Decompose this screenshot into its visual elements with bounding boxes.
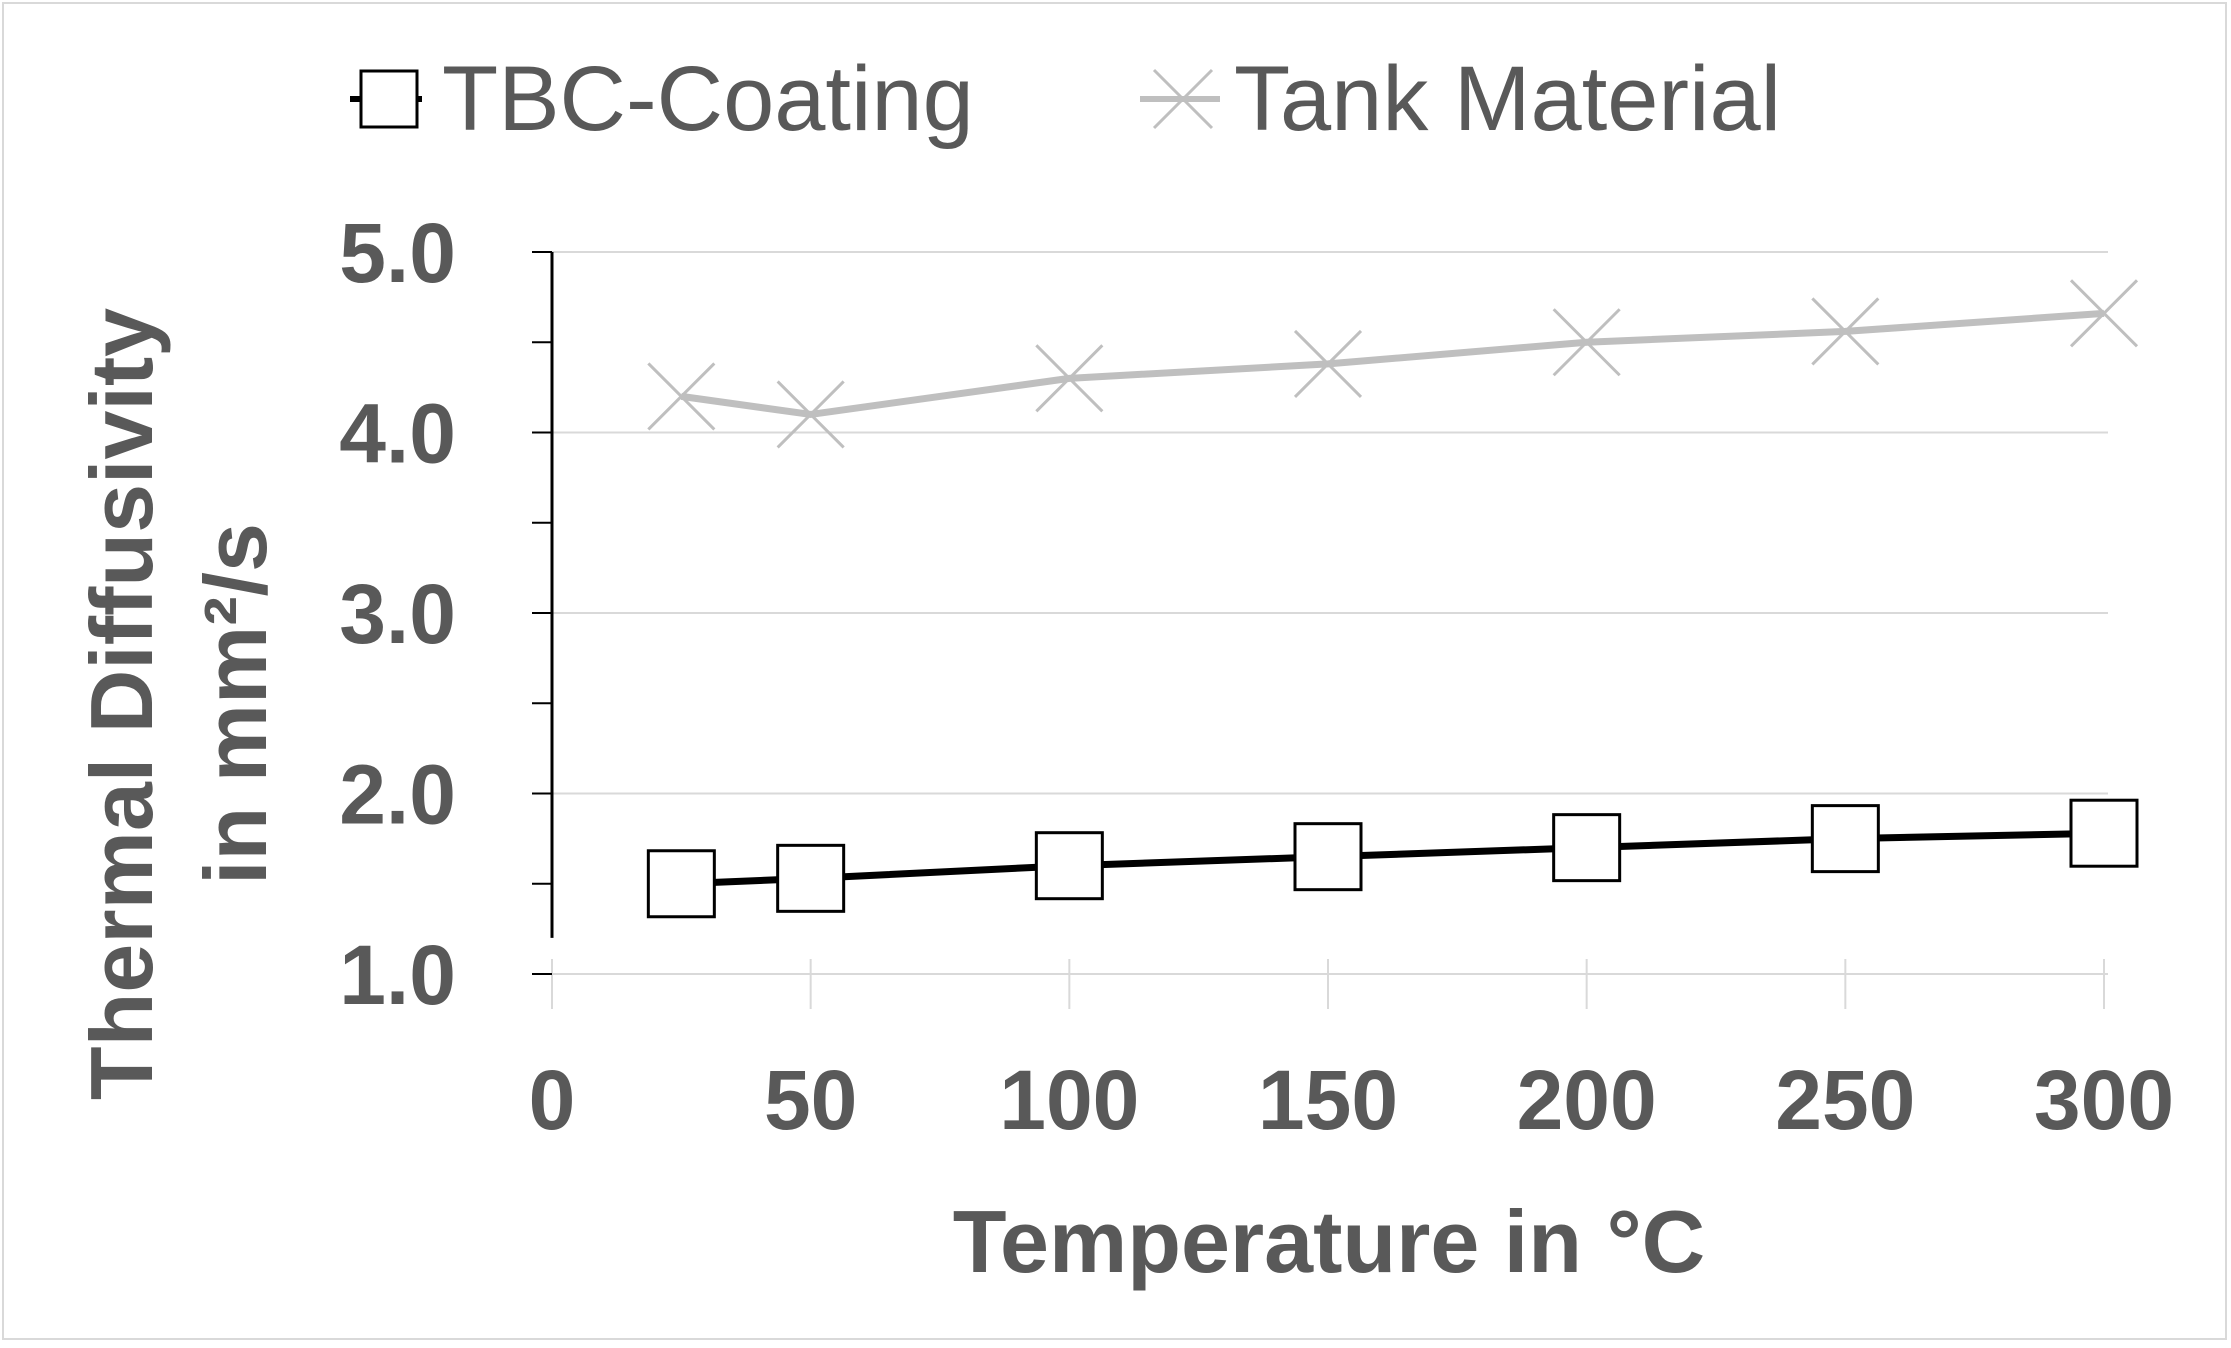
y-axis-title: Thermal Diffusivity in mm²/s bbox=[72, 308, 285, 1100]
legend-square-marker-icon bbox=[359, 69, 419, 129]
x-axis-title: Temperature in °C bbox=[953, 1192, 1705, 1291]
data-point-square bbox=[1810, 804, 1880, 874]
legend-item-tank-material: Tank Material bbox=[1140, 48, 1781, 150]
y-tick-label: 4.0 bbox=[339, 387, 456, 481]
gridlines bbox=[551, 251, 2108, 1009]
y-tick-label: 5.0 bbox=[339, 206, 456, 300]
data-point-x bbox=[776, 380, 845, 449]
y-tick-label: 3.0 bbox=[339, 567, 456, 661]
data-point-square bbox=[776, 843, 846, 913]
y-axis-title-line1: Thermal Diffusivity bbox=[72, 308, 171, 1100]
x-tick-label: 250 bbox=[1775, 1053, 1915, 1147]
x-tick-label: 100 bbox=[999, 1053, 1139, 1147]
x-tick-label: 200 bbox=[1517, 1053, 1657, 1147]
x-tick-label: 300 bbox=[2034, 1053, 2174, 1147]
tick-labels: 1.0 2.0 3.0 4.0 5.0 0 50 100 150 200 250 300 bbox=[339, 206, 2174, 1147]
data-point-square bbox=[1293, 822, 1363, 892]
line-chart: 1.0 2.0 3.0 4.0 5.0 0 50 100 150 200 250 300 Temper… bbox=[72, 48, 2174, 1291]
data-point-x bbox=[1035, 344, 1104, 413]
series-layer bbox=[646, 279, 2139, 919]
data-point-square bbox=[1552, 813, 1622, 883]
x-tick-label: 0 bbox=[529, 1053, 576, 1147]
series-line-0 bbox=[681, 829, 2105, 888]
data-point-x bbox=[2069, 279, 2139, 348]
y-tick-label: 1.0 bbox=[339, 928, 456, 1022]
legend: TBC-Coating Tank Material bbox=[350, 48, 1781, 150]
legend-label-tank: Tank Material bbox=[1234, 48, 1781, 150]
data-point-x bbox=[1811, 297, 1880, 366]
axes bbox=[532, 251, 554, 975]
data-point-x bbox=[1552, 308, 1621, 377]
x-tick-label: 50 bbox=[764, 1053, 857, 1147]
legend-label-tbc: TBC-Coating bbox=[442, 48, 974, 150]
data-point-x bbox=[1293, 329, 1363, 398]
data-point-square bbox=[646, 849, 716, 919]
y-axis-title-line2: in mm²/s bbox=[186, 523, 285, 885]
x-tick-label: 150 bbox=[1258, 1053, 1398, 1147]
series-line-1 bbox=[680, 309, 2105, 418]
legend-x-marker-icon bbox=[1152, 68, 1214, 130]
data-point-x bbox=[647, 362, 716, 431]
y-tick-label: 2.0 bbox=[339, 748, 456, 842]
legend-item-tbc-coating: TBC-Coating bbox=[350, 48, 974, 150]
data-point-square bbox=[2069, 798, 2139, 868]
data-point-square bbox=[1034, 831, 1104, 901]
